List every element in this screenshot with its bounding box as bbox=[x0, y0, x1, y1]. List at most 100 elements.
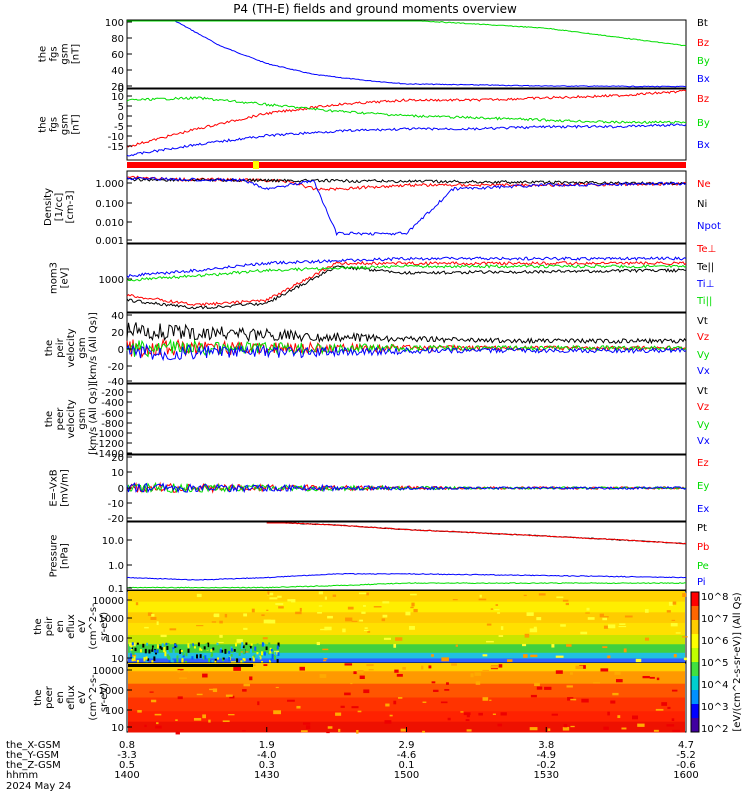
spectrogram-streak bbox=[607, 655, 611, 659]
spectrogram-streak bbox=[452, 599, 458, 601]
y-tick-label: 1000 bbox=[99, 614, 124, 625]
spectrogram-streak bbox=[303, 722, 311, 725]
spectrogram-noise bbox=[143, 657, 146, 662]
spectrogram-streak bbox=[266, 592, 274, 596]
spectrogram-streak bbox=[523, 594, 527, 597]
spectrogram-streak bbox=[615, 679, 623, 683]
spectrogram-streak bbox=[332, 594, 337, 597]
spectrogram-noise bbox=[169, 644, 172, 648]
spectrogram-streak bbox=[586, 607, 590, 611]
spectrogram-noise bbox=[187, 643, 190, 648]
spectrogram-noise bbox=[260, 651, 263, 656]
y-tick-label: -200 bbox=[101, 388, 124, 399]
legend-entry: Pb bbox=[697, 542, 709, 553]
spectrogram-streak bbox=[637, 723, 645, 727]
spectrogram-noise bbox=[142, 643, 145, 648]
spectrogram-streak bbox=[326, 731, 330, 734]
x-tick-label: -0.6 bbox=[676, 760, 696, 771]
spectrogram-streak bbox=[563, 724, 568, 728]
spectrogram-streak bbox=[278, 606, 284, 609]
y-tick-label: 80 bbox=[111, 34, 124, 45]
spectrogram-noise bbox=[273, 655, 276, 660]
y-tick-label: -400 bbox=[101, 398, 124, 409]
colorbar-tick: 10^7 bbox=[701, 614, 728, 625]
y-axis-label-line: peer bbox=[55, 407, 66, 431]
spectrogram-noise bbox=[174, 643, 177, 647]
spectrogram-noise bbox=[148, 649, 151, 654]
spectrogram-noise bbox=[214, 660, 217, 664]
y-tick-label: 0 bbox=[118, 112, 124, 123]
series-line-Pt bbox=[266, 522, 687, 545]
spectrogram-noise bbox=[167, 642, 170, 648]
spectrogram-streak bbox=[529, 628, 538, 633]
y-axis-label: the peir en eflux eV (cm^2-s-sr-eV) bbox=[33, 603, 110, 650]
spectrogram-streak bbox=[169, 628, 177, 631]
spectrogram-noise bbox=[265, 646, 268, 651]
spectrogram-noise bbox=[161, 643, 164, 648]
spectrogram-streak bbox=[500, 712, 507, 716]
spectrogram-noise bbox=[200, 648, 203, 651]
series-line-By bbox=[126, 96, 687, 124]
series-line-Bz bbox=[126, 89, 687, 148]
spectrogram-streak bbox=[257, 701, 260, 706]
spectrogram-streak bbox=[359, 675, 365, 680]
y-tick-label: 40 bbox=[111, 311, 124, 322]
spectrogram-noise bbox=[235, 642, 238, 647]
spectrogram-streak bbox=[196, 693, 203, 696]
spectrogram-noise bbox=[151, 649, 154, 655]
spectrogram-streak bbox=[422, 701, 427, 703]
spectrogram-streak bbox=[562, 726, 570, 731]
spectrogram-noise bbox=[172, 649, 175, 654]
colorbar-segment bbox=[691, 718, 699, 733]
spectrogram-noise bbox=[134, 647, 137, 652]
spectrogram-noise bbox=[136, 642, 139, 645]
spectrogram-streak bbox=[151, 699, 157, 703]
legend-entry: Pe bbox=[697, 561, 709, 572]
y-axis-label-line: sr-eV) bbox=[99, 612, 110, 641]
spectrogram-streak bbox=[277, 595, 282, 598]
spectrogram-noise bbox=[256, 651, 259, 655]
spectrogram-streak bbox=[498, 664, 503, 668]
spectrogram-streak bbox=[149, 691, 154, 693]
x-tick-label: -5.2 bbox=[676, 750, 696, 761]
y-axis-label: Pressure [nPa] bbox=[49, 535, 71, 578]
spectrogram-band bbox=[128, 612, 685, 624]
panel-efield: 20 10 0 -10 -20 E=-VxB [mV/m] Ez Ey Ex bbox=[49, 453, 710, 525]
spectrogram-streak bbox=[530, 694, 537, 698]
legend-entry: Ni bbox=[697, 199, 707, 210]
spectrogram-streak bbox=[421, 665, 424, 670]
spectrogram-noise bbox=[238, 652, 241, 656]
spectrogram-noise bbox=[154, 652, 157, 655]
spectrogram-streak bbox=[224, 613, 228, 618]
spectrogram-streak bbox=[222, 720, 230, 723]
y-tick-label: 10000 bbox=[92, 666, 124, 677]
spectrogram-streak bbox=[668, 601, 673, 606]
spectrogram-streak bbox=[367, 631, 371, 633]
legend-entry: Vz bbox=[697, 402, 709, 413]
spectrogram-streak bbox=[530, 654, 538, 658]
spectrogram-noise bbox=[168, 660, 171, 665]
spectrogram-streak bbox=[393, 700, 397, 705]
spectrogram-streak bbox=[202, 714, 207, 719]
spectrogram-streak bbox=[463, 712, 471, 716]
spectrogram-noise bbox=[216, 642, 219, 646]
spectrogram-noise bbox=[212, 647, 215, 651]
spectrogram-noise bbox=[261, 661, 264, 664]
spectrogram-streak bbox=[422, 730, 425, 733]
panel-peir_velocity: 40 20 0 -20 -40 the peir velocity gsm [km/s (All … bbox=[44, 311, 710, 388]
spectrogram-streak bbox=[489, 699, 492, 701]
spectrogram-streak bbox=[570, 698, 577, 701]
series-line-Te⊥ bbox=[126, 260, 687, 307]
colorbar-segment bbox=[691, 690, 699, 705]
y-tick-label: 40 bbox=[111, 66, 124, 77]
colorbar-segment bbox=[691, 634, 699, 649]
spectrogram-noise bbox=[211, 651, 214, 656]
spectrogram-band bbox=[128, 652, 685, 659]
spectrogram-streak bbox=[209, 688, 214, 691]
spectrogram-streak bbox=[317, 612, 322, 614]
y-axis-label-line: en bbox=[55, 620, 66, 633]
spectrogram-streak bbox=[672, 729, 681, 732]
y-axis-label-line: gsm bbox=[60, 43, 71, 64]
colorbar-segment bbox=[691, 676, 699, 691]
